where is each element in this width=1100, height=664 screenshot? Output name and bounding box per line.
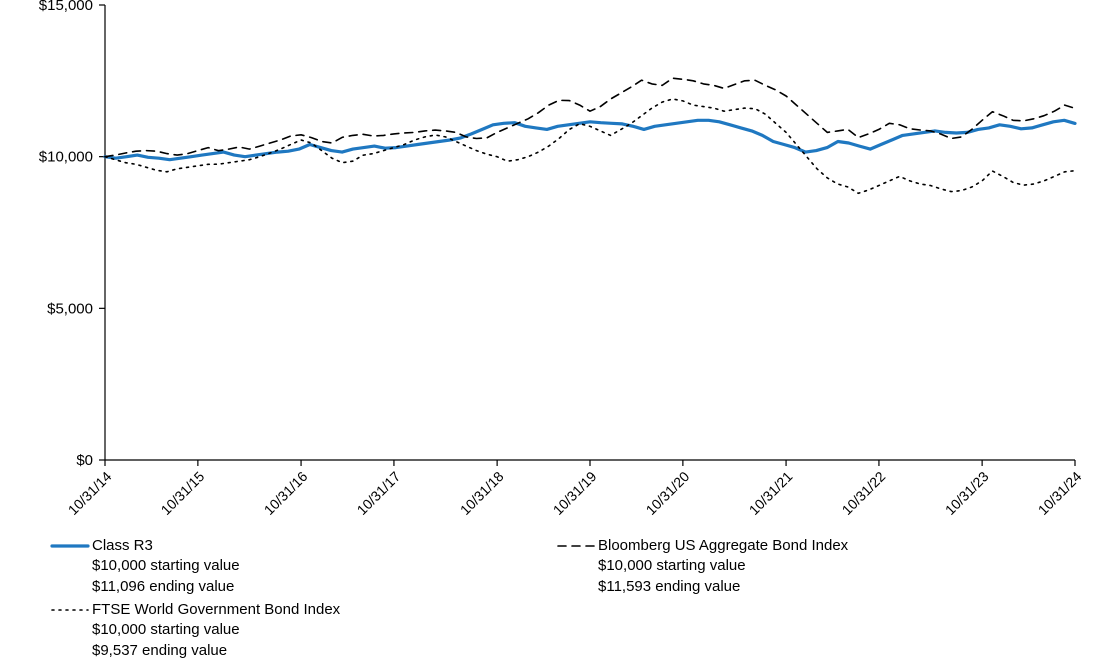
y-tick-label: $0 [76,452,93,469]
x-tick-label: 10/31/14 [65,468,115,518]
legend-series-name: FTSE World Government Bond Index [92,600,340,620]
x-tick-label: 10/31/15 [158,468,208,518]
x-tick-label: 10/31/19 [550,468,600,518]
x-tick-label: 10/31/17 [354,468,404,518]
legend-ending-value: $9,537 ending value [92,641,340,661]
legend-swatch [556,536,598,556]
x-tick-label: 10/31/23 [942,468,992,518]
legend-text: FTSE World Government Bond Index$10,000 … [92,600,340,661]
legend-item-bloomberg: Bloomberg US Aggregate Bond Index$10,000… [556,536,848,597]
legend-ending-value: $11,096 ending value [92,577,240,597]
legend-item-class_r3: Class R3$10,000 starting value$11,096 en… [50,536,240,597]
x-tick-label: 10/31/24 [1035,468,1085,518]
y-tick-label: $15,000 [39,0,93,14]
legend-series-name: Class R3 [92,536,240,556]
legend-row: Class R3$10,000 starting value$11,096 en… [0,536,1100,600]
y-tick-label: $10,000 [39,149,93,166]
legend-swatch [50,536,92,556]
growth-of-10k-chart: $0 $5,000 $10,000 $15,000 10/31/14 10/31/15 10… [0,0,1100,653]
legend-starting-value: $10,000 starting value [92,620,340,640]
legend-starting-value: $10,000 starting value [598,556,848,576]
legend-starting-value: $10,000 starting value [92,556,240,576]
x-tick-label: 10/31/21 [746,468,796,518]
x-tick-label: 10/31/20 [643,468,693,518]
series-line-ftse [105,99,1075,193]
legend-text: Class R3$10,000 starting value$11,096 en… [92,536,240,597]
legend-text: Bloomberg US Aggregate Bond Index$10,000… [598,536,848,597]
chart-legend: Class R3$10,000 starting value$11,096 en… [0,536,1100,664]
legend-series-name: Bloomberg US Aggregate Bond Index [598,536,848,556]
chart-svg: $0 $5,000 $10,000 $15,000 10/31/14 10/31/15 10… [0,0,1100,530]
legend-swatch [50,600,92,620]
legend-row: FTSE World Government Bond Index$10,000 … [0,600,1100,664]
legend-item-ftse: FTSE World Government Bond Index$10,000 … [50,600,340,661]
x-tick-label: 10/31/18 [457,468,507,518]
y-tick-label: $5,000 [47,300,93,317]
legend-ending-value: $11,593 ending value [598,577,848,597]
series-line-bloomberg [105,78,1075,157]
x-tick-label: 10/31/16 [261,468,311,518]
x-tick-label: 10/31/22 [839,468,889,518]
